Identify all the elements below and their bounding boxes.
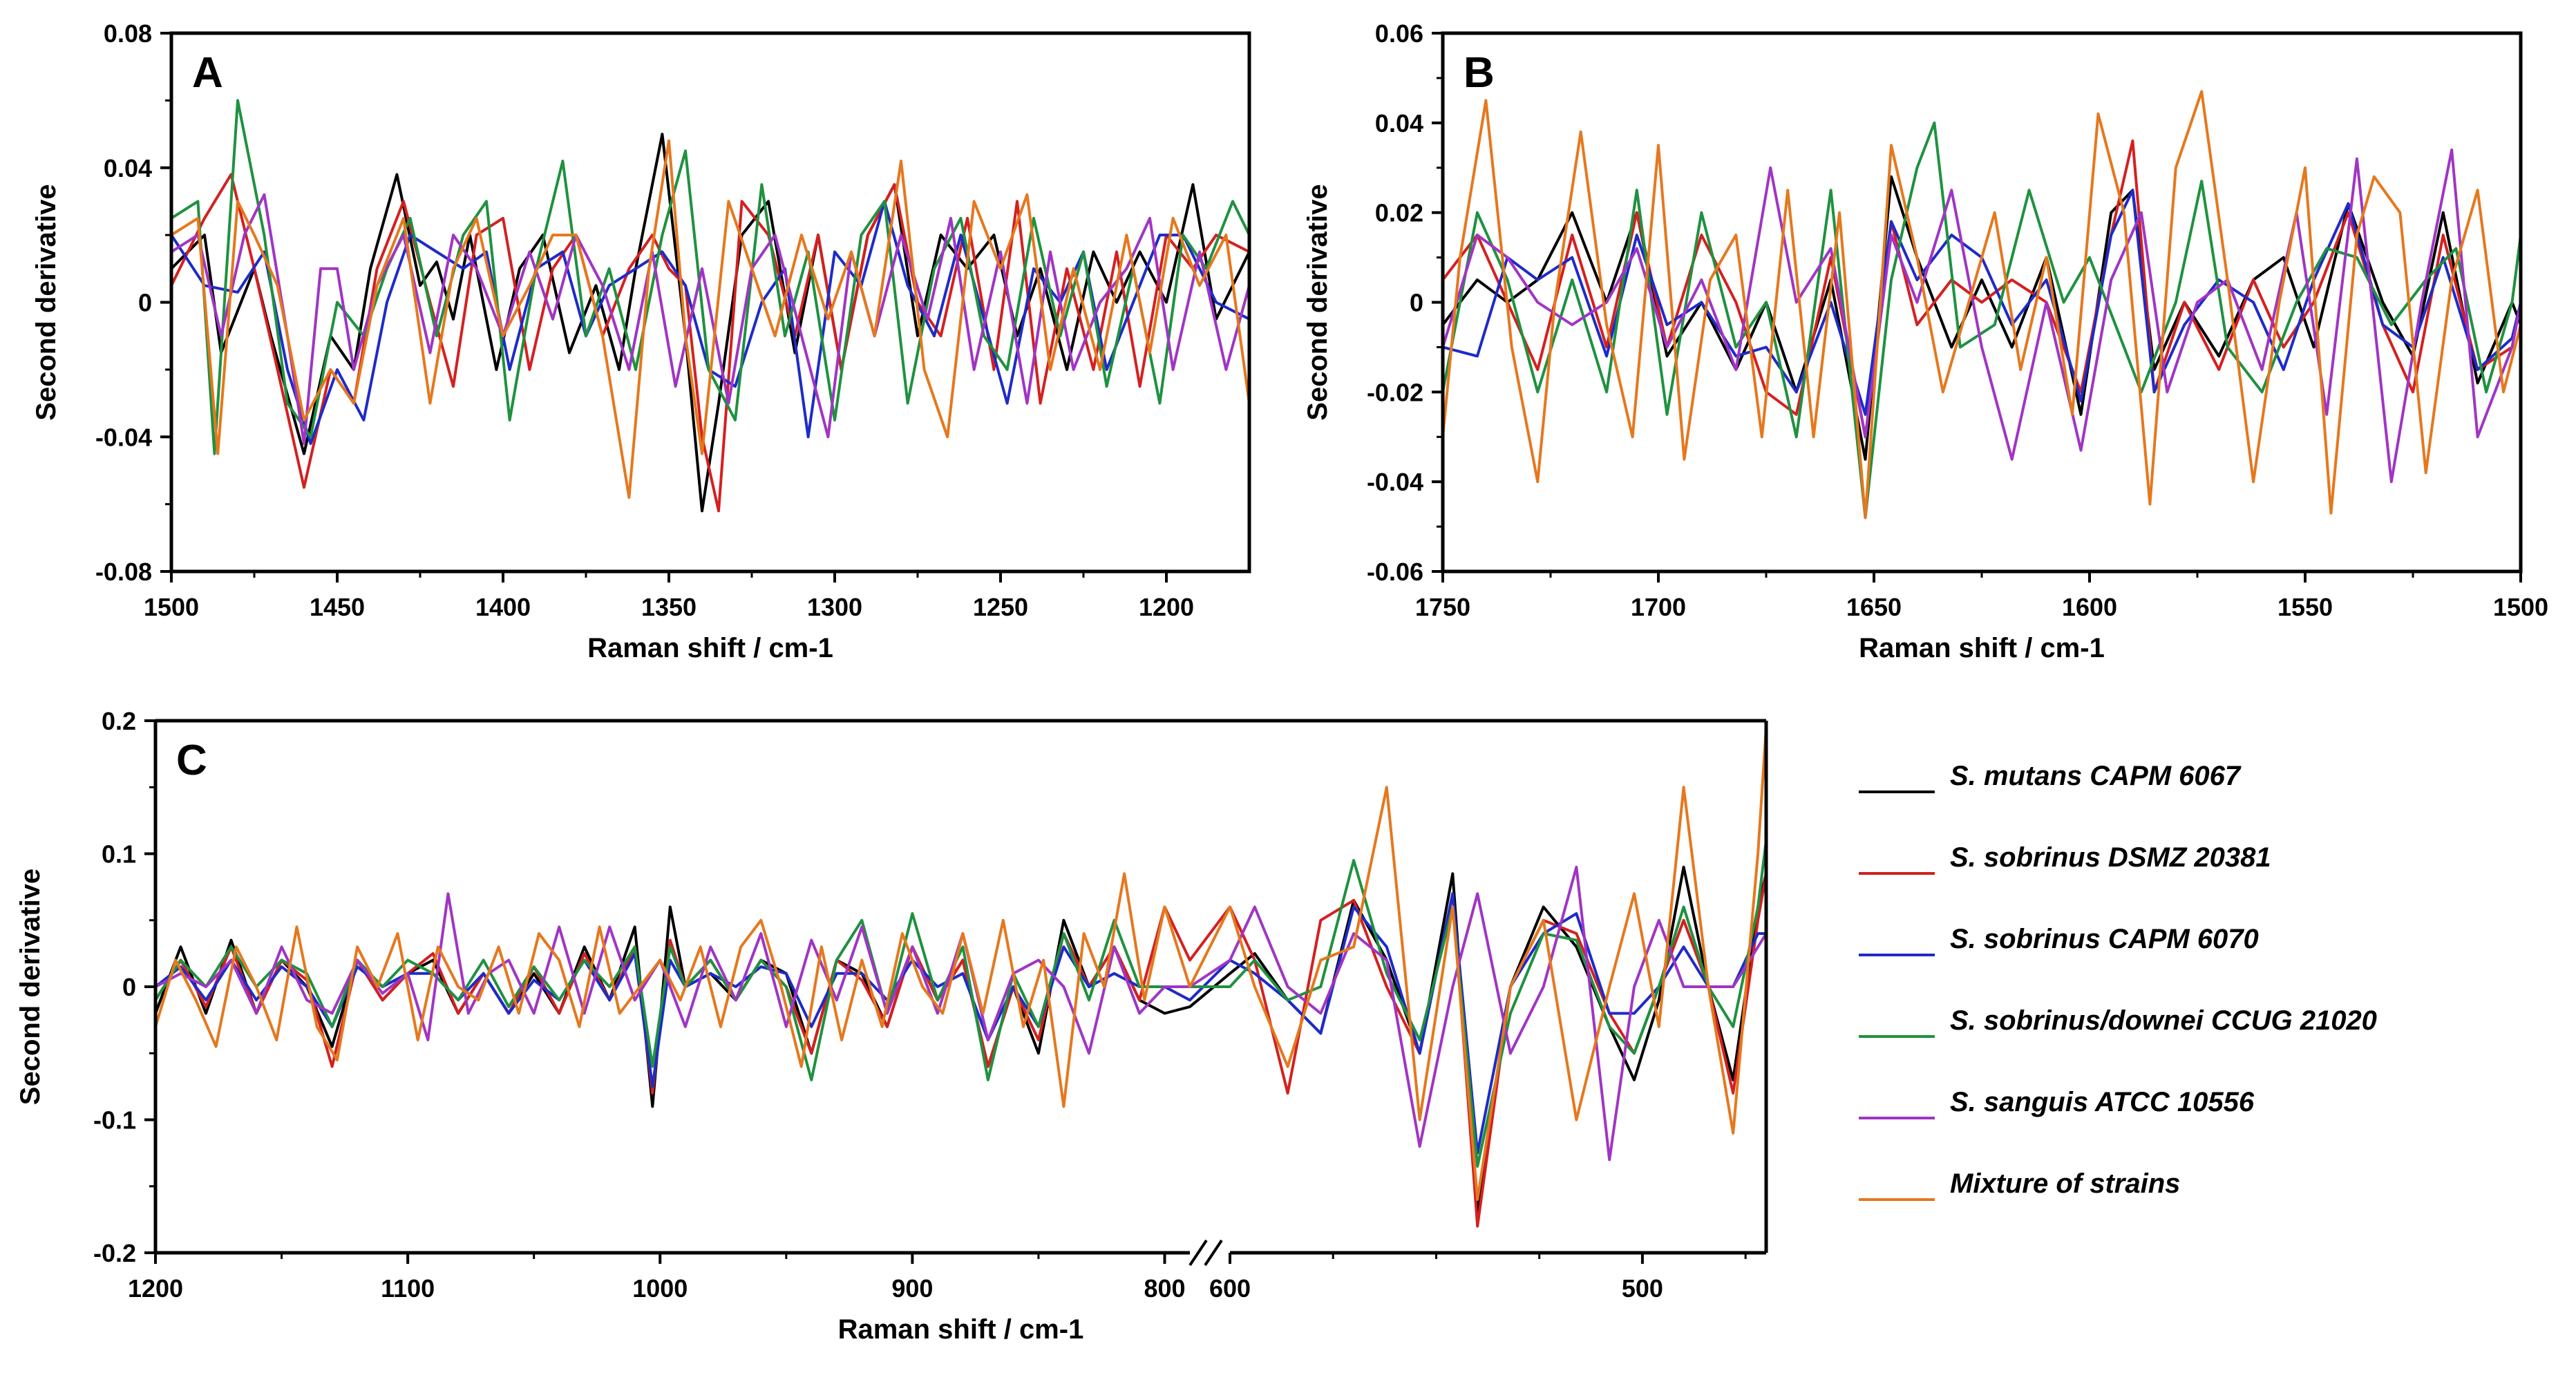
series-line-s-sanguis-atcc-10556 — [155, 865, 1766, 1162]
y-tick-label: 0 — [138, 289, 152, 317]
x-tick-label: 1000 — [632, 1274, 688, 1303]
legend-item-s-mutans-capm-6067: S. mutans CAPM 6067 — [1859, 761, 2242, 793]
plot-frame — [169, 31, 1251, 574]
x-tick-label: 600 — [1209, 1274, 1251, 1303]
x-tick-label: 1350 — [641, 593, 697, 621]
y-tick-label: 0.02 — [1375, 199, 1423, 227]
x-axis-label: Raman shift / cm-1 — [838, 1314, 1084, 1345]
series-line-s-mutans-capm-6067 — [171, 133, 1249, 513]
y-tick-label: 0.06 — [1375, 19, 1423, 48]
legend-item-s-sanguis-atcc-10556: S. sanguis ATCC 10556 — [1859, 1087, 2255, 1119]
y-tick-label: -0.04 — [1367, 468, 1423, 496]
x-tick-label: 1600 — [2062, 593, 2117, 621]
y-tick-label: 0.08 — [104, 19, 152, 48]
series-line-s-sobrinus-downei-ccug-21020 — [155, 840, 1766, 1168]
y-tick-label: 0.04 — [1375, 109, 1423, 138]
legend-label: S. sobrinus/downei CCUG 21020 — [1950, 1005, 2377, 1036]
x-tick-label: 1100 — [381, 1274, 435, 1303]
panel-a: 1500 1450 1400 1350 1300 1250 1200 -0.08 -0.04 0 0… — [31, 19, 1251, 663]
x-tick-label: 1200 — [1139, 593, 1194, 621]
series-line-mixture-of-strains — [1443, 90, 2521, 520]
x-axis-label: Raman shift / cm-1 — [1859, 633, 2105, 663]
y-axis-label: Second derivative — [31, 184, 61, 420]
y-tick-label: -0.08 — [95, 558, 152, 586]
x-tick-label: 1700 — [1631, 593, 1686, 621]
x-tick-label: 1450 — [310, 593, 365, 621]
y-tick-label: 0 — [1410, 289, 1423, 317]
y-tick-label: 0.2 — [102, 707, 136, 735]
panel-letter: C — [176, 737, 207, 784]
x-axis-label: Raman shift / cm-1 — [587, 633, 833, 663]
x-tick-label: 1200 — [128, 1274, 183, 1303]
series-line-mixture-of-strains — [171, 139, 1249, 499]
y-tick-label: 0 — [122, 973, 136, 1001]
x-tick-label: 1550 — [2277, 593, 2333, 621]
series-group — [171, 99, 1249, 513]
x-tick-label: 1250 — [973, 593, 1028, 621]
y-tick-label: 0.1 — [102, 840, 136, 869]
legend-item-s-sobrinus-downei-ccug-21020: S. sobrinus/downei CCUG 21020 — [1859, 1005, 2377, 1038]
legend-label: S. sanguis ATCC 10556 — [1950, 1087, 2255, 1117]
y-tick-label: -0.1 — [93, 1106, 136, 1135]
series-group — [155, 727, 1766, 1228]
series-group — [1443, 90, 2521, 520]
x-tick-label: 1300 — [807, 593, 862, 621]
y-axis-label: Second derivative — [15, 869, 46, 1105]
y-tick-label: 0.04 — [104, 154, 152, 182]
legend-label: S. mutans CAPM 6067 — [1950, 761, 2242, 791]
x-tick-label: 500 — [1622, 1274, 1663, 1303]
x-tick-label: 1650 — [1846, 593, 1902, 621]
x-tick-label: 1500 — [2493, 593, 2548, 621]
panel-c: 1200 1100 1000 900 800 600 500 -0.2 -0.1 0 0.1 0.2 R… — [15, 707, 1768, 1345]
x-tick-label: 800 — [1144, 1274, 1185, 1303]
series-line-s-sobrinus-downei-ccug-21020 — [1443, 121, 2521, 520]
series-line-s-sobrinus-downei-ccug-21020 — [171, 99, 1249, 455]
x-tick-label: 1500 — [144, 593, 199, 621]
x-tick-label: 1750 — [1415, 593, 1470, 621]
legend-label: Mixture of strains — [1950, 1168, 2180, 1199]
series-line-mixture-of-strains — [155, 727, 1766, 1201]
legend-label: S. sobrinus CAPM 6070 — [1950, 924, 2259, 954]
x-tick-label: 1400 — [475, 593, 531, 621]
panel-letter: B — [1464, 49, 1495, 97]
series-line-s-mutans-capm-6067 — [155, 865, 1766, 1215]
axis-break-mark — [1188, 1239, 1208, 1267]
y-tick-label: -0.2 — [93, 1239, 136, 1267]
legend-item-mixture-of-strains: Mixture of strains — [1859, 1168, 2180, 1201]
x-tick-label: 900 — [891, 1274, 933, 1303]
y-axis-label: Second derivative — [1303, 184, 1333, 420]
legend-item-s-sobrinus-dsmz-20381: S. sobrinus DSMZ 20381 — [1859, 842, 2271, 875]
y-tick-label: -0.06 — [1367, 558, 1423, 586]
panel-letter: A — [192, 49, 223, 97]
series-line-s-sobrinus-dsmz-20381 — [155, 873, 1766, 1228]
legend-item-s-sobrinus-capm-6070: S. sobrinus CAPM 6070 — [1859, 924, 2259, 956]
legend-label: S. sobrinus DSMZ 20381 — [1950, 842, 2271, 873]
y-tick-label: -0.04 — [95, 423, 152, 451]
axis-break-mark — [1204, 1239, 1223, 1267]
y-tick-label: -0.02 — [1367, 378, 1423, 406]
legend: S. mutans CAPM 6067 S. sobrinus DSMZ 2038… — [1859, 761, 2377, 1201]
series-line-s-sanguis-atcc-10556 — [171, 193, 1249, 445]
panel-b: 1750 1700 1650 1600 1550 1500 -0.06 -0.04 -0.02 0… — [1303, 19, 2548, 663]
